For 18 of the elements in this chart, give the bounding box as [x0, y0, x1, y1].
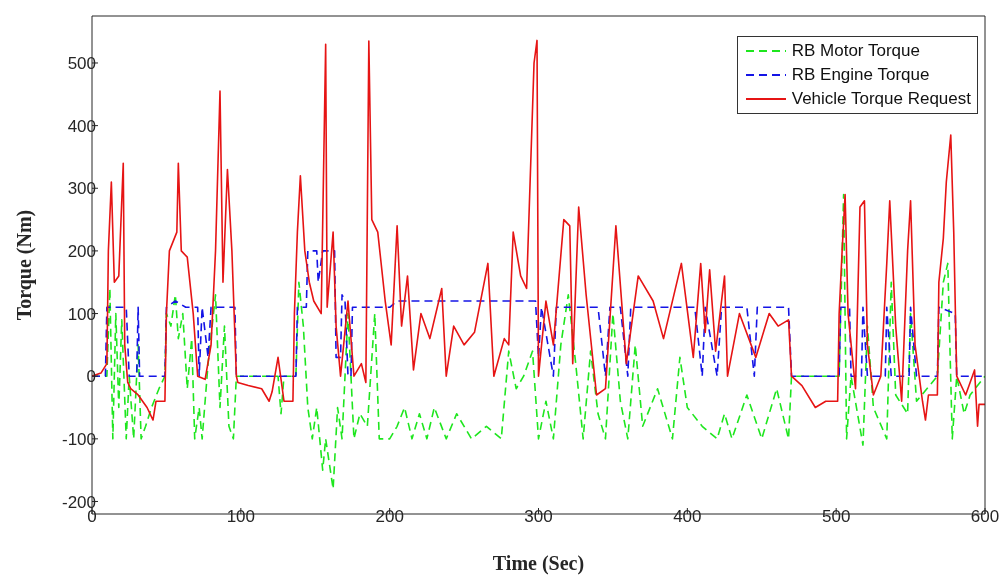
y-axis-title: Torque (Nm): [13, 209, 37, 321]
x-tick-label: 300: [524, 507, 553, 527]
x-tick-label: 100: [226, 507, 256, 527]
x-tick-label: 200: [375, 507, 404, 527]
y-tick-label: 0: [86, 367, 96, 387]
y-tick-label: 200: [67, 241, 96, 261]
x-tick-label: 400: [673, 507, 702, 527]
legend-label: RB Engine Torque: [791, 64, 930, 86]
y-tick-label: 100: [67, 304, 96, 324]
y-tick-label: 400: [67, 116, 96, 136]
x-tick-label: 600: [970, 507, 1000, 527]
x-axis-title: Time (Sec): [492, 552, 585, 575]
x-tick-label: 500: [821, 507, 851, 527]
legend-label: Vehicle Torque Request: [791, 88, 971, 110]
y-tick-label: -100: [61, 429, 96, 449]
y-tick-label: 300: [67, 179, 96, 199]
legend-label: RB Motor Torque: [791, 40, 920, 62]
y-tick-label: 500: [67, 54, 96, 74]
